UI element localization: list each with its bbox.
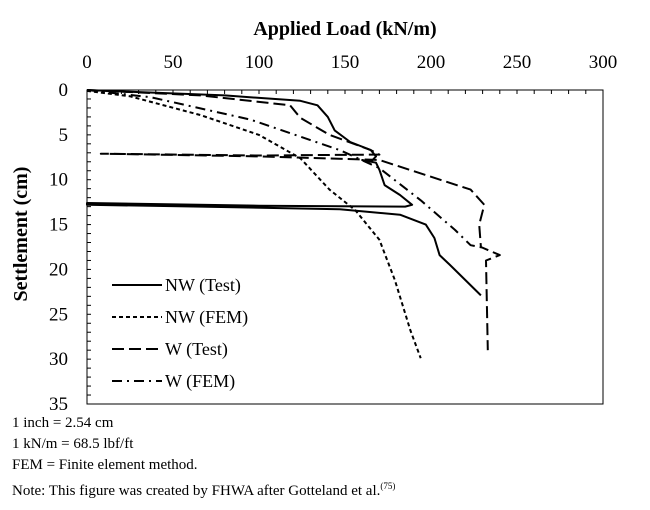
- x-tick-label: 50: [164, 52, 183, 73]
- series-line-nw-test: [86, 89, 482, 297]
- y-tick-label: 15: [49, 215, 68, 236]
- y-tick-label: 5: [59, 125, 69, 146]
- note-unit-load: 1 kN/m = 68.5 lbf/ft: [12, 436, 134, 452]
- x-tick-label: 0: [82, 52, 92, 73]
- legend-label: NW (Test): [165, 275, 241, 296]
- legend-label: W (Test): [165, 339, 228, 360]
- note-source-text: Note: This figure was created by FHWA af…: [12, 483, 381, 499]
- x-tick-label: 100: [245, 52, 274, 73]
- x-tick-label: 200: [417, 52, 446, 73]
- settlement-chart: Applied Load (kN/m) Settlement (cm) 0 50 1…: [10, 18, 618, 410]
- note-reference: (75): [380, 481, 396, 491]
- y-tick-label: 20: [49, 259, 68, 280]
- x-tick-label: 150: [331, 52, 360, 73]
- x-tick-label: 300: [589, 52, 618, 73]
- notes: 1 inch = 2.54 cm 1 kN/m = 68.5 lbf/ft FE…: [12, 413, 395, 502]
- y-tick-label: 10: [49, 170, 68, 191]
- note-source: Note: This figure was created by FHWA af…: [12, 476, 395, 502]
- note-unit-inch: 1 inch = 2.54 cm: [12, 415, 114, 431]
- y-tick-label: 30: [49, 349, 68, 370]
- y-tick-label: 0: [59, 80, 69, 101]
- y-tick-label: 25: [49, 304, 68, 325]
- x-tick-label: 250: [503, 52, 532, 73]
- y-tick-label: 35: [49, 394, 68, 410]
- series-line-nw-fem: [86, 89, 422, 359]
- legend-label: NW (FEM): [165, 307, 248, 328]
- chart-title: Applied Load (kN/m): [253, 18, 436, 40]
- legend: NW (Test) NW (FEM) W (Test) W (FEM): [112, 275, 248, 392]
- note-fem: FEM = Finite element method.: [12, 457, 198, 473]
- y-axis-label: Settlement (cm): [10, 167, 32, 302]
- series-line-w-test: [86, 89, 501, 351]
- legend-label: W (FEM): [165, 371, 235, 392]
